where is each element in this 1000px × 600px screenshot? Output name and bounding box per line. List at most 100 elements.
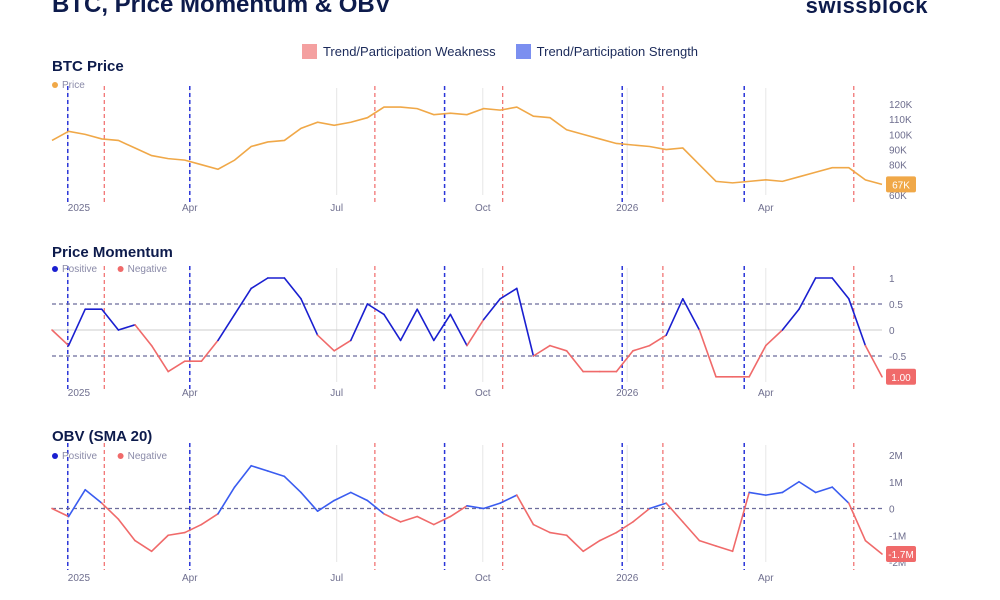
legend-item-strength: Trend/Participation Strength bbox=[515, 44, 698, 59]
x-tick-label: Oct bbox=[475, 388, 491, 399]
legend-label: Price bbox=[62, 80, 85, 91]
x-tick-label: Apr bbox=[182, 573, 198, 584]
series-segment bbox=[283, 475, 302, 494]
series-segment bbox=[366, 499, 385, 515]
x-tick-label: Apr bbox=[758, 573, 774, 584]
price-line bbox=[51, 106, 883, 186]
y-tick-label: -1M bbox=[889, 531, 906, 542]
series-segment bbox=[449, 313, 468, 347]
series-segment bbox=[300, 491, 319, 512]
series-segment bbox=[283, 277, 302, 300]
x-tick-label: 2026 bbox=[616, 388, 639, 399]
series-segment bbox=[549, 531, 568, 537]
series-segment bbox=[333, 339, 352, 352]
legend-dot bbox=[117, 266, 124, 272]
series-segment bbox=[383, 313, 402, 342]
panel-price: 120K110K100K90K80K70K60K67K2025AprJulOct… bbox=[51, 58, 916, 214]
series-segment bbox=[134, 539, 153, 553]
legend-label: Positive bbox=[62, 264, 97, 275]
x-tick-label: Apr bbox=[182, 203, 198, 214]
series-segment bbox=[598, 531, 618, 542]
last-value-label: 67K bbox=[892, 180, 910, 191]
series-segment bbox=[615, 349, 634, 373]
series-segment bbox=[515, 287, 535, 357]
main-legend: Trend/Participation Weakness Trend/Parti… bbox=[0, 44, 1000, 59]
series-segment bbox=[731, 491, 751, 553]
series-segment bbox=[549, 344, 568, 352]
series-segment bbox=[184, 523, 203, 534]
series-segment bbox=[698, 539, 717, 547]
series-segment bbox=[748, 491, 767, 496]
legend-dot bbox=[52, 82, 58, 88]
series-segment bbox=[781, 480, 800, 494]
y-tick-label: 80K bbox=[889, 161, 907, 172]
series-segment bbox=[615, 521, 634, 534]
series-segment bbox=[715, 545, 734, 553]
series-segment bbox=[416, 308, 435, 342]
panel-title: Price Momentum bbox=[52, 244, 173, 261]
series-segment bbox=[233, 464, 252, 488]
legend-dot bbox=[52, 266, 58, 272]
series-segment bbox=[333, 491, 352, 502]
series-segment bbox=[134, 323, 153, 347]
series-segment bbox=[847, 297, 867, 347]
legend-label-weakness: Trend/Participation Weakness bbox=[322, 44, 496, 59]
x-tick-label: Jul bbox=[330, 388, 343, 399]
series-segment bbox=[101, 308, 120, 331]
x-tick-label: 2026 bbox=[616, 573, 639, 584]
series-segment bbox=[250, 277, 269, 290]
series-segment bbox=[316, 334, 336, 352]
series-segment bbox=[764, 491, 784, 496]
legend-label: Negative bbox=[128, 264, 168, 275]
last-value-badge bbox=[886, 368, 916, 385]
series-segment bbox=[399, 308, 419, 342]
series-segment bbox=[565, 349, 585, 373]
last-value-badge bbox=[886, 545, 916, 562]
y-tick-label: 0 bbox=[889, 326, 895, 337]
series-segment bbox=[84, 488, 103, 504]
legend-label: Negative bbox=[128, 451, 168, 462]
series-segment bbox=[864, 539, 883, 555]
series-segment bbox=[300, 297, 319, 337]
series-segment bbox=[432, 313, 452, 342]
x-tick-label: 2025 bbox=[68, 203, 91, 214]
series-segment bbox=[349, 303, 369, 342]
series-segment bbox=[366, 303, 385, 316]
legend-dot bbox=[117, 453, 124, 459]
series-segment bbox=[831, 486, 850, 504]
legend-dot bbox=[52, 453, 58, 459]
series-segment bbox=[67, 488, 86, 518]
series-segment bbox=[466, 318, 485, 347]
series-segment bbox=[499, 287, 518, 300]
series-segment bbox=[864, 344, 883, 378]
series-segment bbox=[482, 297, 502, 321]
y-tick-label: 120K bbox=[889, 100, 913, 111]
x-tick-label: Oct bbox=[475, 203, 491, 214]
series-segment bbox=[399, 515, 419, 523]
x-tick-label: Oct bbox=[475, 573, 491, 584]
series-segment bbox=[798, 480, 817, 494]
strength-swatch bbox=[515, 44, 531, 59]
series-segment bbox=[831, 277, 850, 300]
x-tick-label: 2025 bbox=[68, 388, 91, 399]
legend-label: Positive bbox=[62, 451, 97, 462]
series-segment bbox=[532, 344, 551, 357]
series-segment bbox=[698, 329, 717, 378]
series-segment bbox=[582, 539, 601, 553]
series-segment bbox=[532, 523, 551, 534]
series-segment bbox=[383, 513, 402, 523]
series-segment bbox=[51, 507, 70, 518]
x-tick-label: Apr bbox=[182, 388, 198, 399]
series-segment bbox=[466, 505, 485, 510]
x-tick-label: Apr bbox=[758, 388, 774, 399]
y-tick-label: 1 bbox=[889, 274, 895, 285]
series-segment bbox=[67, 308, 86, 347]
series-segment bbox=[449, 505, 468, 518]
panel-title: OBV (SMA 20) bbox=[52, 428, 152, 445]
panel-obv: 2M 1M 0 -1M -2M-1.7M 2025 Apr Jul Oct 2026 Apr OBV … bbox=[51, 428, 916, 584]
series-segment bbox=[665, 502, 684, 523]
series-segment bbox=[814, 486, 834, 494]
series-segment bbox=[681, 297, 701, 331]
series-segment bbox=[432, 515, 452, 526]
